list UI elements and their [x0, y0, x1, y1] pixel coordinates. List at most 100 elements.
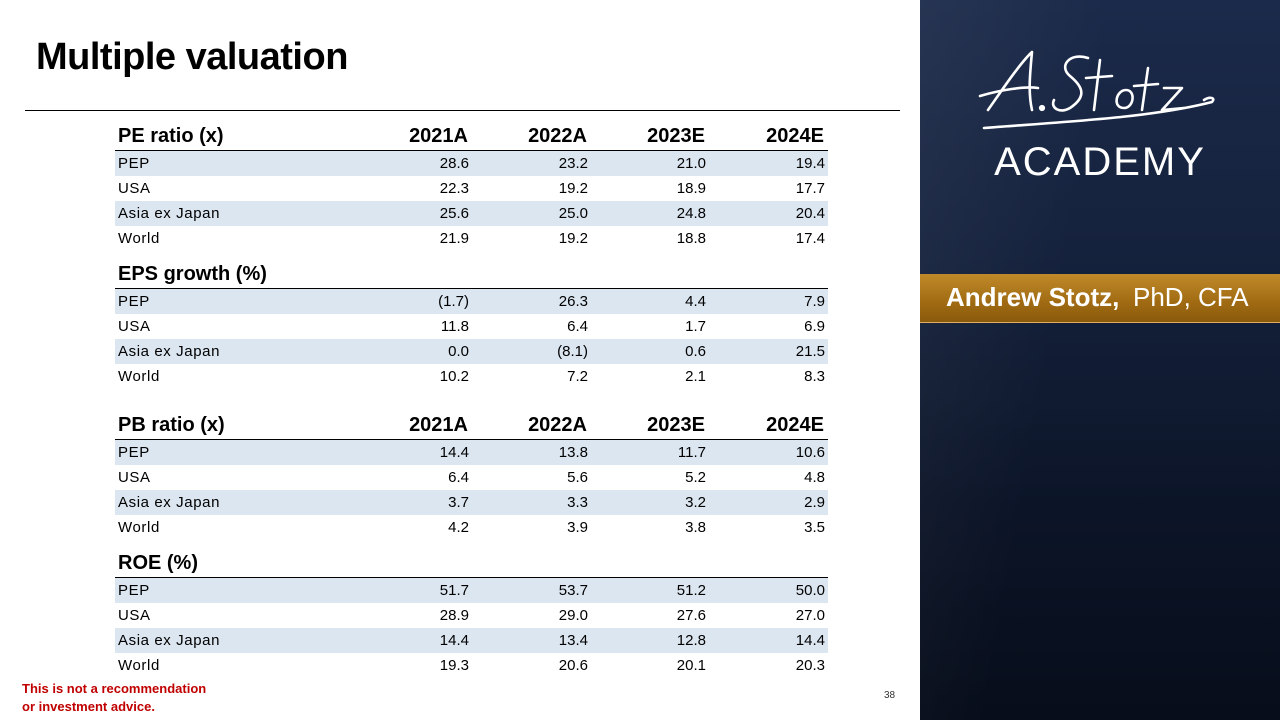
cell: 17.4 — [795, 230, 825, 247]
cell: 14.4 — [439, 444, 469, 461]
col-header: 2022A — [528, 414, 587, 436]
cell: 25.6 — [439, 205, 469, 222]
table-row: World 21.9 19.2 18.8 17.4 — [115, 226, 828, 251]
cell: 13.4 — [558, 632, 588, 649]
cell: 22.3 — [439, 180, 469, 197]
cell: 10.2 — [439, 368, 469, 385]
cell: 11.8 — [440, 318, 469, 335]
table-row: World 19.3 20.6 20.1 20.3 — [115, 653, 828, 678]
col-header: 2023E — [647, 414, 705, 436]
pe-heading: PE ratio (x) — [118, 125, 224, 147]
cell: 18.8 — [676, 230, 706, 247]
presenter-band: Andrew Stotz, PhD, CFA — [920, 274, 1280, 323]
col-header: 2023E — [647, 125, 705, 147]
cell: 0.0 — [448, 343, 469, 360]
cell: 4.8 — [804, 469, 825, 486]
row-label: World — [118, 368, 160, 385]
cell: 12.8 — [676, 632, 706, 649]
cell: 2.9 — [804, 494, 825, 511]
row-label: PEP — [118, 582, 150, 599]
table-row: USA 11.8 6.4 1.7 6.9 — [115, 314, 828, 339]
table-row: Asia ex Japan 0.0 (8.1) 0.6 21.5 — [115, 339, 828, 364]
cell: 6.4 — [567, 318, 588, 335]
cell: 25.0 — [558, 205, 588, 222]
cell: 3.3 — [567, 494, 588, 511]
cell: 27.6 — [676, 607, 706, 624]
cell: (8.1) — [557, 343, 588, 360]
row-label: USA — [118, 469, 151, 486]
cell: 51.2 — [676, 582, 706, 599]
eps-header-row: EPS growth (%) — [115, 262, 828, 289]
cell: 19.3 — [439, 657, 469, 674]
a-stotz-logo-script — [978, 50, 1215, 130]
cell: 10.6 — [795, 444, 825, 461]
table-row: USA 6.4 5.6 5.2 4.8 — [115, 465, 828, 490]
cell: 7.2 — [567, 368, 588, 385]
pe-header-row: PE ratio (x) 2021A 2022A 2023E 2024E — [115, 124, 828, 151]
table-row: PEP 14.4 13.8 11.7 10.6 — [115, 440, 828, 465]
col-header: 2022A — [528, 125, 587, 147]
brand-panel: ACADEMY Andrew Stotz, PhD, CFA — [920, 0, 1280, 720]
cell: 4.2 — [448, 519, 469, 536]
row-label: Asia ex Japan — [118, 632, 221, 649]
table-row: USA 28.9 29.0 27.6 27.0 — [115, 603, 828, 628]
table-row: World 10.2 7.2 2.1 8.3 — [115, 364, 828, 389]
row-label: Asia ex Japan — [118, 494, 221, 511]
roe-header-row: ROE (%) — [115, 551, 828, 578]
cell: 18.9 — [676, 180, 706, 197]
row-label: World — [118, 519, 160, 536]
cell: 53.7 — [558, 582, 588, 599]
cell: 51.7 — [439, 582, 469, 599]
col-header: 2021A — [409, 125, 468, 147]
cell: 6.9 — [804, 318, 825, 335]
cell: 5.2 — [685, 469, 706, 486]
cell: 0.6 — [685, 343, 706, 360]
cell: 20.3 — [795, 657, 825, 674]
cell: 3.7 — [448, 494, 469, 511]
cell: 50.0 — [795, 582, 825, 599]
cell: 3.2 — [685, 494, 706, 511]
cell: 21.9 — [439, 230, 469, 247]
cell: 20.1 — [676, 657, 706, 674]
cell: 14.4 — [795, 632, 825, 649]
cell: 13.8 — [558, 444, 588, 461]
cell: 26.3 — [558, 293, 588, 310]
cell: 23.2 — [558, 155, 588, 172]
row-label: PEP — [118, 293, 150, 310]
cell: 19.2 — [558, 230, 588, 247]
row-label: PEP — [118, 155, 150, 172]
roe-heading: ROE (%) — [118, 552, 198, 574]
cell: 4.4 — [685, 293, 706, 310]
table-row: Asia ex Japan 14.4 13.4 12.8 14.4 — [115, 628, 828, 653]
cell: 6.4 — [448, 469, 469, 486]
table-row: PEP (1.7) 26.3 4.4 7.9 — [115, 289, 828, 314]
disclaimer-line: This is not a recommendation — [22, 681, 207, 696]
row-label: PEP — [118, 444, 150, 461]
slide-title: Multiple valuation — [36, 36, 348, 78]
table-row: PEP 28.6 23.2 21.0 19.4 — [115, 151, 828, 176]
cell: 3.5 — [804, 519, 825, 536]
cell: 24.8 — [676, 205, 706, 222]
cell: 20.6 — [558, 657, 588, 674]
cell: 29.0 — [558, 607, 588, 624]
cell: 19.2 — [558, 180, 588, 197]
cell: 2.1 — [685, 368, 706, 385]
col-header: 2024E — [766, 414, 824, 436]
cell: 11.7 — [677, 444, 706, 461]
cell: 27.0 — [795, 607, 825, 624]
cell: 7.9 — [804, 293, 825, 310]
table-row: Asia ex Japan 25.6 25.0 24.8 20.4 — [115, 201, 828, 226]
pb-heading: PB ratio (x) — [118, 414, 225, 436]
row-label: USA — [118, 318, 151, 335]
cell: 3.9 — [567, 519, 588, 536]
cell: 19.4 — [795, 155, 825, 172]
row-label: World — [118, 657, 160, 674]
table-row: Asia ex Japan 3.7 3.3 3.2 2.9 — [115, 490, 828, 515]
table-row: PEP 51.7 53.7 51.2 50.0 — [115, 578, 828, 603]
disclaimer: This is not a recommendation or investme… — [22, 680, 206, 716]
cell: 21.5 — [795, 343, 825, 360]
cell: 17.7 — [795, 180, 825, 197]
col-header: 2024E — [766, 125, 824, 147]
pb-header-row: PB ratio (x) 2021A 2022A 2023E 2024E — [115, 413, 828, 440]
row-label: Asia ex Japan — [118, 343, 221, 360]
